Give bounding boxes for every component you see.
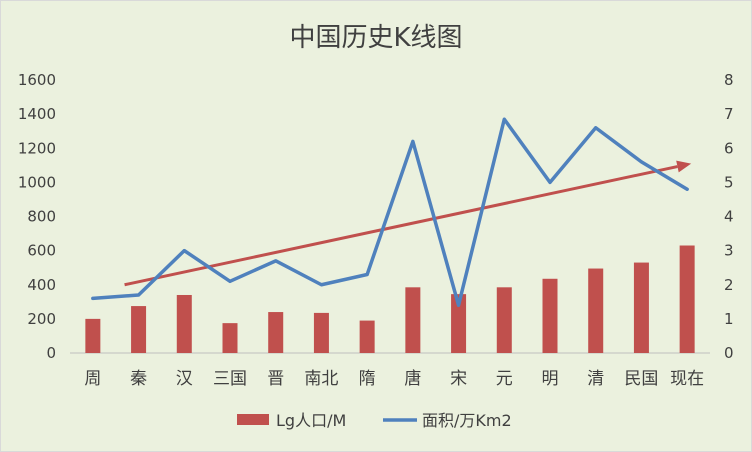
left-tick-label: 0 bbox=[46, 344, 56, 362]
trend-arrow bbox=[124, 160, 692, 287]
category-label: 隋 bbox=[359, 369, 376, 389]
left-tick-label: 800 bbox=[27, 208, 56, 226]
population-bar bbox=[542, 278, 558, 353]
population-bar bbox=[496, 287, 512, 353]
area-point bbox=[502, 117, 506, 121]
legend-swatch-population bbox=[237, 414, 269, 425]
left-tick-label: 400 bbox=[27, 276, 56, 294]
area-point bbox=[639, 160, 643, 164]
category-label: 现在 bbox=[670, 369, 704, 389]
left-tick-label: 1200 bbox=[18, 139, 56, 157]
left-tick-label: 200 bbox=[27, 310, 56, 328]
category-label: 三国 bbox=[213, 369, 247, 389]
category-label: 清 bbox=[587, 369, 604, 389]
legend-label-area: 面积/万Km2 bbox=[422, 411, 512, 430]
trend-arrow-shaft bbox=[124, 165, 678, 287]
right-tick-label: 5 bbox=[724, 173, 734, 191]
right-tick-label: 1 bbox=[724, 310, 734, 328]
area-point bbox=[594, 126, 598, 130]
category-label: 晋 bbox=[267, 369, 284, 389]
population-bar bbox=[405, 287, 421, 353]
right-axis: 0 1 2 3 4 5 6 7 8 bbox=[724, 71, 734, 362]
category-label: 周 bbox=[84, 369, 101, 389]
category-label: 宋 bbox=[450, 369, 467, 389]
left-tick-label: 1400 bbox=[18, 105, 56, 123]
right-tick-label: 2 bbox=[724, 276, 734, 294]
population-bar bbox=[679, 245, 695, 353]
population-bar bbox=[451, 294, 467, 353]
category-label: 秦 bbox=[130, 369, 147, 389]
left-tick-label: 600 bbox=[27, 242, 56, 260]
area-point bbox=[91, 296, 95, 300]
right-tick-label: 6 bbox=[724, 139, 734, 157]
right-tick-label: 8 bbox=[724, 71, 734, 89]
population-bars bbox=[85, 245, 695, 353]
area-point bbox=[274, 259, 278, 263]
left-tick-label: 1000 bbox=[18, 173, 56, 191]
right-tick-label: 4 bbox=[724, 208, 734, 226]
area-point bbox=[411, 139, 415, 143]
category-label: 唐 bbox=[404, 368, 421, 389]
left-axis: 0 200 400 600 800 1000 1200 1400 1600 bbox=[18, 71, 56, 362]
area-point bbox=[137, 293, 141, 297]
left-tick-label: 1600 bbox=[18, 71, 56, 89]
population-bar bbox=[268, 312, 284, 353]
category-label: 民国 bbox=[624, 369, 658, 389]
population-bar bbox=[176, 294, 192, 353]
chart-title: 中国历史K线图 bbox=[289, 23, 462, 53]
population-bar bbox=[85, 318, 101, 353]
category-label: 明 bbox=[542, 369, 559, 389]
area-point bbox=[685, 187, 689, 191]
category-label: 南北 bbox=[304, 369, 338, 389]
trend-arrow-head bbox=[676, 160, 692, 173]
area-point bbox=[548, 180, 552, 184]
area-point bbox=[457, 303, 461, 307]
population-bar bbox=[222, 323, 238, 353]
right-tick-label: 7 bbox=[724, 105, 734, 123]
legend-label-population: Lg人口/M bbox=[276, 411, 346, 430]
population-bar bbox=[313, 312, 329, 353]
area-point bbox=[365, 273, 369, 277]
x-axis-labels: 周 秦 汉三国晋南北 隋 唐 宋 元 明 清民国 现在 bbox=[84, 368, 704, 389]
category-label: 元 bbox=[496, 369, 513, 389]
right-tick-label: 3 bbox=[724, 242, 734, 260]
area-point bbox=[182, 249, 186, 253]
population-bar bbox=[588, 268, 604, 353]
population-bar bbox=[633, 262, 649, 353]
population-bar bbox=[359, 320, 375, 353]
population-bar bbox=[131, 306, 147, 353]
legend: Lg人口/M 面积/万Km2 bbox=[237, 411, 512, 430]
area-point bbox=[228, 279, 232, 283]
category-label: 汉 bbox=[176, 369, 193, 389]
area-point bbox=[319, 283, 323, 287]
area-series-line bbox=[91, 117, 689, 307]
area-line bbox=[91, 117, 689, 307]
right-tick-label: 0 bbox=[724, 344, 734, 362]
